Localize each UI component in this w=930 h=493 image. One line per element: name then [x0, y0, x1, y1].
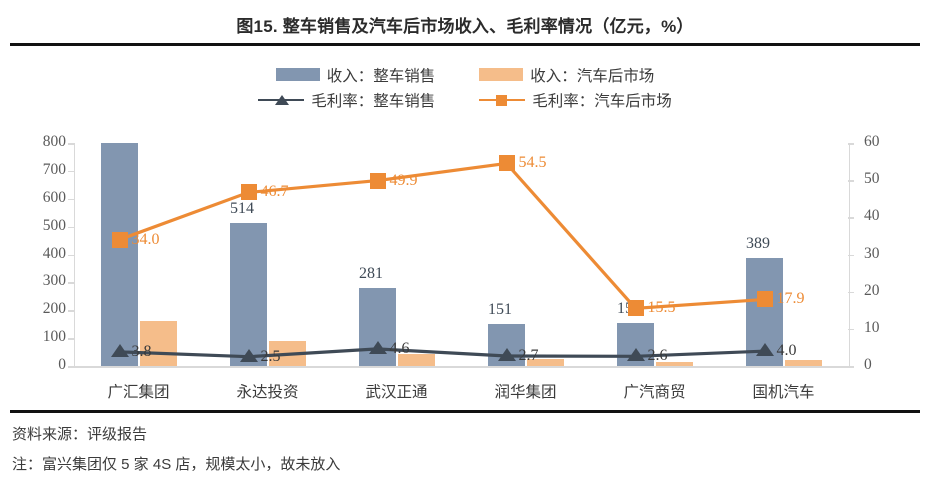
marker-square[interactable]	[498, 155, 515, 172]
y-axis-tick-label: 0	[58, 356, 66, 373]
x-axis-category-label: 永达投资	[236, 384, 299, 401]
bar-收入：汽车后市场-广汽商贸[interactable]	[655, 361, 693, 366]
y-axis-tick-label: 600	[42, 188, 66, 206]
marker-square[interactable]	[756, 291, 773, 308]
bar-收入：汽车后市场-国机汽车[interactable]	[784, 359, 822, 366]
y2-axis-tick-label: 0	[864, 356, 872, 373]
legend-item-margin-vehicle[interactable]: 毛利率：整车销售	[258, 89, 435, 111]
y-axis-tick	[68, 366, 74, 368]
y-axis-tick	[68, 254, 74, 256]
bar-value-label: 514	[230, 199, 254, 217]
plot-frame	[74, 143, 850, 368]
y-axis-tick-label: 100	[42, 328, 66, 346]
y2-axis-tick-label: 40	[864, 207, 880, 225]
y2-axis-tick	[848, 291, 854, 294]
footer-divider	[10, 410, 920, 413]
legend-label: 毛利率：整车销售	[311, 92, 436, 110]
line-value-label: 17.9	[776, 290, 805, 308]
bar-收入：整车销售-永达投资[interactable]	[229, 222, 267, 366]
legend-label: 收入：整车销售	[326, 67, 436, 85]
x-axis-category-label: 武汉正通	[365, 384, 428, 401]
source-text: 资料来源：评级报告	[12, 426, 148, 443]
legend-row-2: 毛利率：整车销售 毛利率：汽车后市场	[0, 87, 930, 112]
legend-item-margin-aftermarket[interactable]: 毛利率：汽车后市场	[479, 89, 672, 111]
y-axis-tick	[68, 310, 74, 312]
line-value-label: 2.5	[260, 347, 281, 365]
y2-axis-tick	[848, 180, 854, 182]
y2-axis-tick-label: 30	[864, 244, 880, 262]
y-axis-tick	[68, 282, 74, 284]
marker-triangle[interactable]	[239, 348, 258, 362]
y-axis-tick-label: 800	[42, 133, 66, 150]
bar-swatch-icon	[479, 68, 524, 81]
marker-square[interactable]	[240, 184, 257, 201]
bar-value-label: 389	[746, 234, 770, 252]
x-axis-category-label: 国机汽车	[752, 384, 815, 401]
chart-legend: 收入：整车销售 收入：汽车后市场 毛利率：整车销售 毛利率：汽车后市场	[0, 62, 930, 112]
y2-axis-tick	[848, 328, 854, 331]
legend-item-revenue-aftermarket[interactable]: 收入：汽车后市场	[479, 64, 654, 86]
line-square-icon	[479, 93, 526, 107]
figure-title: 图15. 整车销售及汽车后市场收入、毛利率情况（亿元，%）	[236, 17, 694, 36]
y-axis-tick-label: 400	[42, 244, 66, 262]
y2-axis-tick-label: 10	[864, 318, 880, 336]
line-value-label: 2.6	[647, 347, 668, 365]
y-axis-tick	[68, 226, 74, 229]
y-axis-tick-label: 500	[42, 216, 66, 234]
marker-square[interactable]	[627, 300, 644, 317]
bar-收入：汽车后市场-润华集团[interactable]	[526, 358, 564, 366]
figure-footer: 资料来源：评级报告 注：富兴集团仅 5 家 4S 店，规模太小，故未放入	[12, 420, 912, 480]
y-axis-tick	[68, 143, 74, 145]
y2-axis-tick	[848, 366, 854, 368]
y2-axis-tick-label: 60	[864, 133, 880, 150]
bar-value-label: 281	[359, 264, 383, 282]
line-value-label: 3.8	[131, 342, 152, 360]
bar-收入：汽车后市场-武汉正通[interactable]	[397, 354, 435, 366]
line-value-label: 34.0	[131, 230, 160, 248]
line-value-label: 49.9	[389, 171, 418, 189]
line-value-label: 4.0	[776, 342, 797, 360]
legend-label: 毛利率：汽车后市场	[532, 92, 672, 110]
y2-axis-tick	[848, 143, 854, 145]
title-divider	[10, 43, 920, 46]
bar-value-label: 151	[488, 300, 512, 318]
line-value-label: 2.7	[518, 346, 539, 364]
line-value-label: 46.7	[260, 183, 289, 201]
marker-triangle[interactable]	[497, 347, 516, 361]
y-axis-tick	[68, 170, 74, 173]
bar-收入：汽车后市场-广汇集团[interactable]	[139, 321, 177, 366]
line-triangle-icon	[258, 93, 305, 107]
marker-square[interactable]	[369, 172, 386, 189]
x-axis-category-label: 润华集团	[494, 384, 557, 401]
legend-row-1: 收入：整车销售 收入：汽车后市场	[0, 62, 930, 87]
x-axis-category-label: 广汇集团	[107, 384, 170, 401]
line-value-label: 54.5	[518, 154, 547, 172]
y2-axis-tick-label: 20	[864, 281, 880, 299]
x-axis-category-label: 广汽商贸	[623, 384, 686, 401]
bar-swatch-icon	[275, 68, 320, 81]
marker-triangle[interactable]	[368, 340, 387, 354]
legend-label: 收入：汽车后市场	[530, 67, 655, 85]
y2-axis-tick	[848, 217, 854, 219]
y2-axis-tick-label: 50	[864, 170, 880, 188]
y-axis-tick-label: 300	[42, 272, 66, 290]
y-axis-tick-label: 200	[42, 300, 66, 318]
y-axis-tick-label: 700	[42, 160, 66, 178]
line-value-label: 15.5	[647, 299, 676, 317]
note-text: 注：富兴集团仅 5 家 4S 店，规模太小，故未放入	[12, 456, 341, 473]
y2-axis-tick	[848, 254, 854, 256]
legend-item-revenue-vehicle[interactable]: 收入：整车销售	[275, 64, 436, 86]
y-axis-tick	[68, 338, 74, 340]
line-value-label: 4.6	[389, 339, 410, 357]
marker-triangle[interactable]	[110, 343, 129, 357]
y-axis-tick	[68, 198, 74, 201]
marker-triangle[interactable]	[755, 343, 774, 357]
marker-triangle[interactable]	[626, 348, 645, 362]
bar-收入：整车销售-广汇集团[interactable]	[100, 143, 138, 366]
marker-square[interactable]	[111, 231, 128, 248]
